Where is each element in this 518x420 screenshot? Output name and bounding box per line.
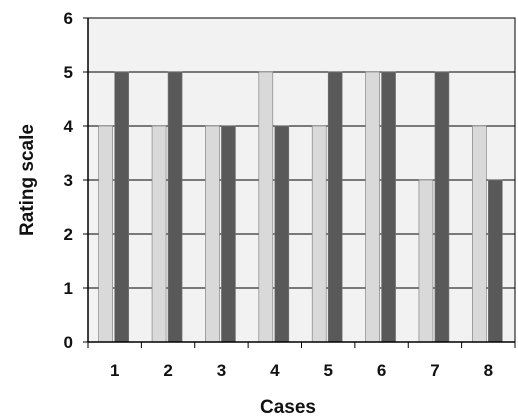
bar-series1-case-8 [472, 125, 487, 343]
axes [83, 17, 516, 348]
bar-series2-case-3 [221, 125, 236, 343]
y-axis-title: Rating scale [17, 124, 38, 236]
bar-series2-case-7 [434, 71, 450, 343]
x-tick-label: 1 [110, 361, 119, 380]
x-tick-label: 2 [163, 361, 172, 380]
y-tick-label: 5 [64, 63, 73, 82]
y-tick-label: 3 [64, 171, 73, 190]
x-tick-label: 6 [377, 361, 386, 380]
y-tick-label: 1 [64, 279, 73, 298]
x-tick-label: 4 [270, 361, 280, 380]
bar-series2-case-8 [488, 179, 503, 343]
bar-series2-case-4 [274, 125, 290, 343]
y-tick-label: 2 [64, 225, 73, 244]
bar-series1-case-6 [365, 71, 380, 343]
x-tick-label: 3 [217, 361, 226, 380]
x-tick-labels: 1 2 3 4 5 6 7 8 [110, 361, 493, 380]
y-tick-label: 4 [64, 117, 74, 136]
x-tick-label: 8 [484, 361, 493, 380]
bar-series1-case-7 [418, 179, 434, 343]
bar-series1-case-5 [311, 125, 327, 343]
bar-series2-case-5 [327, 71, 343, 343]
bar-series1-case-4 [258, 71, 274, 343]
y-tick-label: 6 [64, 9, 73, 28]
bar-series2-case-6 [381, 71, 396, 343]
bar-series2-case-1 [114, 71, 129, 343]
bar-series2-case-2 [167, 71, 183, 343]
x-tick-label: 5 [323, 361, 332, 380]
bar-series1-case-3 [205, 125, 220, 343]
x-axis-title: Cases [260, 397, 316, 418]
bars [98, 71, 503, 343]
x-tick-label: 7 [430, 361, 439, 380]
y-tick-label: 0 [64, 333, 73, 352]
y-tick-labels: 0 1 2 3 4 5 6 [64, 9, 74, 352]
bar-series1-case-1 [98, 125, 113, 343]
bar-series1-case-2 [151, 125, 167, 343]
